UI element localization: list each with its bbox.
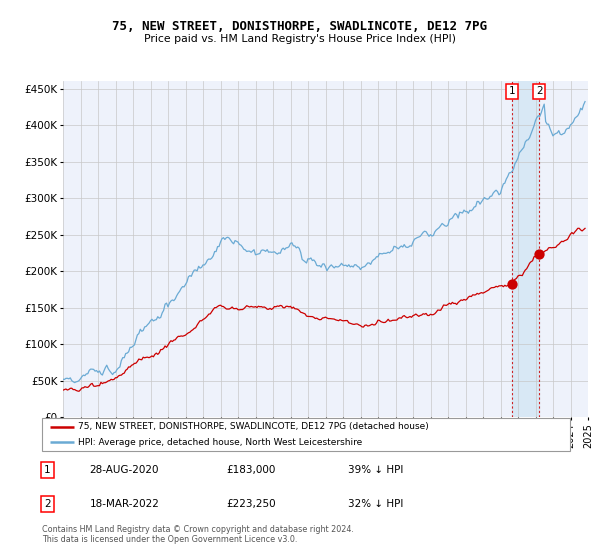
Text: 75, NEW STREET, DONISTHORPE, SWADLINCOTE, DE12 7PG (detached house): 75, NEW STREET, DONISTHORPE, SWADLINCOTE…	[78, 422, 428, 431]
Bar	[512, 81, 539, 417]
Text: £223,250: £223,250	[227, 499, 277, 509]
Text: HPI: Average price, detached house, North West Leicestershire: HPI: Average price, detached house, Nort…	[78, 438, 362, 447]
Text: 2: 2	[44, 499, 50, 509]
Point	[507, 279, 517, 288]
Text: £183,000: £183,000	[227, 465, 276, 475]
Text: Contains HM Land Registry data © Crown copyright and database right 2024.
This d: Contains HM Land Registry data © Crown c…	[42, 525, 354, 544]
Text: 32% ↓ HPI: 32% ↓ HPI	[348, 499, 404, 509]
Text: 39% ↓ HPI: 39% ↓ HPI	[348, 465, 404, 475]
Text: 2: 2	[536, 86, 542, 96]
Point	[535, 250, 544, 259]
Text: 1: 1	[509, 86, 515, 96]
Text: Price paid vs. HM Land Registry's House Price Index (HPI): Price paid vs. HM Land Registry's House …	[144, 34, 456, 44]
Text: 1: 1	[44, 465, 50, 475]
Text: 75, NEW STREET, DONISTHORPE, SWADLINCOTE, DE12 7PG: 75, NEW STREET, DONISTHORPE, SWADLINCOTE…	[113, 20, 487, 32]
Text: 18-MAR-2022: 18-MAR-2022	[89, 499, 160, 509]
FancyBboxPatch shape	[42, 418, 570, 451]
Text: 28-AUG-2020: 28-AUG-2020	[89, 465, 159, 475]
